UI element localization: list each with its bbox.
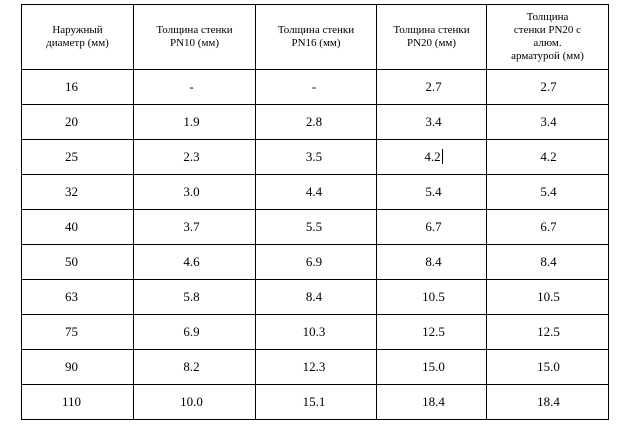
- cell-wall-pn20-aluminum[interactable]: 2.7: [486, 69, 609, 105]
- cell-wall-pn20[interactable]: 10.5: [376, 279, 487, 315]
- cell-wall-pn10[interactable]: 2.3: [133, 139, 256, 175]
- table-row: 50 4.6 6.9 8.4 8.4: [21, 244, 609, 280]
- cell-outer-diameter[interactable]: 50: [21, 244, 134, 280]
- cell-outer-diameter[interactable]: 16: [21, 69, 134, 105]
- cell-wall-pn16[interactable]: 8.4: [255, 279, 377, 315]
- cell-wall-pn20[interactable]: 18.4: [376, 384, 487, 420]
- cell-wall-pn20[interactable]: 15.0: [376, 349, 487, 385]
- pipe-wall-thickness-table: Наружный диаметр (мм) Толщина стенки PN1…: [21, 4, 609, 420]
- cell-wall-pn20-aluminum[interactable]: 5.4: [486, 174, 609, 210]
- header-wall-pn10[interactable]: Толщина стенки PN10 (мм): [133, 4, 256, 70]
- cell-wall-pn10[interactable]: 8.2: [133, 349, 256, 385]
- cell-wall-pn20-aluminum[interactable]: 8.4: [486, 244, 609, 280]
- cell-outer-diameter[interactable]: 90: [21, 349, 134, 385]
- cell-wall-pn16[interactable]: 4.4: [255, 174, 377, 210]
- cell-wall-pn10[interactable]: -: [133, 69, 256, 105]
- cell-wall-pn20[interactable]: 12.5: [376, 314, 487, 350]
- table-row: 110 10.0 15.1 18.4 18.4: [21, 384, 609, 420]
- cell-wall-pn16[interactable]: 5.5: [255, 209, 377, 245]
- cell-wall-pn10[interactable]: 3.7: [133, 209, 256, 245]
- cell-wall-pn16[interactable]: 2.8: [255, 104, 377, 140]
- cell-wall-pn16[interactable]: 15.1: [255, 384, 377, 420]
- cell-outer-diameter[interactable]: 110: [21, 384, 134, 420]
- table-row: 63 5.8 8.4 10.5 10.5: [21, 279, 609, 315]
- cell-wall-pn20-aluminum[interactable]: 12.5: [486, 314, 609, 350]
- header-wall-pn16[interactable]: Толщина стенки PN16 (мм): [255, 4, 377, 70]
- header-outer-diameter[interactable]: Наружный диаметр (мм): [21, 4, 134, 70]
- cell-wall-pn16[interactable]: 12.3: [255, 349, 377, 385]
- table-row: 20 1.9 2.8 3.4 3.4: [21, 104, 609, 140]
- cell-wall-pn20[interactable]: 4.2: [376, 139, 487, 175]
- table-row: 90 8.2 12.3 15.0 15.0: [21, 349, 609, 385]
- cell-wall-pn20[interactable]: 6.7: [376, 209, 487, 245]
- cell-wall-pn10[interactable]: 5.8: [133, 279, 256, 315]
- cell-wall-pn16[interactable]: -: [255, 69, 377, 105]
- cell-outer-diameter[interactable]: 20: [21, 104, 134, 140]
- cell-wall-pn20-aluminum[interactable]: 6.7: [486, 209, 609, 245]
- table-row: 40 3.7 5.5 6.7 6.7: [21, 209, 609, 245]
- table-row: 16- -2.7 2.7: [21, 69, 609, 105]
- cell-wall-pn20-aluminum[interactable]: 3.4: [486, 104, 609, 140]
- cell-outer-diameter[interactable]: 63: [21, 279, 134, 315]
- cell-wall-pn16[interactable]: 10.3: [255, 314, 377, 350]
- cell-outer-diameter[interactable]: 25: [21, 139, 134, 175]
- table-row: 25 2.3 3.5 4.2 4.2: [21, 139, 609, 175]
- cell-wall-pn20[interactable]: 8.4: [376, 244, 487, 280]
- table-header-row: Наружный диаметр (мм) Толщина стенки PN1…: [21, 4, 609, 70]
- cell-wall-pn20-aluminum[interactable]: 10.5: [486, 279, 609, 315]
- cell-wall-pn10[interactable]: 1.9: [133, 104, 256, 140]
- cell-wall-pn20-aluminum[interactable]: 18.4: [486, 384, 609, 420]
- cell-outer-diameter[interactable]: 32: [21, 174, 134, 210]
- cell-wall-pn16[interactable]: 3.5: [255, 139, 377, 175]
- cell-wall-pn20[interactable]: 3.4: [376, 104, 487, 140]
- cell-wall-pn10[interactable]: 6.9: [133, 314, 256, 350]
- header-wall-pn20-aluminum[interactable]: Толщина стенки PN20 с алюм. арматурой (м…: [486, 4, 609, 70]
- table-header: Наружный диаметр (мм) Толщина стенки PN1…: [21, 4, 609, 70]
- table-row: 32 3.0 4.4 5.4 5.4: [21, 174, 609, 210]
- cell-wall-pn10[interactable]: 10.0: [133, 384, 256, 420]
- cell-wall-pn10[interactable]: 3.0: [133, 174, 256, 210]
- cell-wall-pn16[interactable]: 6.9: [255, 244, 377, 280]
- cell-wall-pn20[interactable]: 5.4: [376, 174, 487, 210]
- cell-outer-diameter[interactable]: 75: [21, 314, 134, 350]
- cell-wall-pn20-aluminum[interactable]: 4.2: [486, 139, 609, 175]
- cell-wall-pn20-aluminum[interactable]: 15.0: [486, 349, 609, 385]
- cell-wall-pn20[interactable]: 2.7: [376, 69, 487, 105]
- table-row: 75 6.9 10.3 12.5 12.5: [21, 314, 609, 350]
- text-cursor: [441, 149, 443, 164]
- header-wall-pn20[interactable]: Толщина стенки PN20 (мм): [376, 4, 487, 70]
- cell-outer-diameter[interactable]: 40: [21, 209, 134, 245]
- cell-wall-pn10[interactable]: 4.6: [133, 244, 256, 280]
- table-body: 16- -2.7 2.7 20 1.9 2.8 3.4 3.4 25 2.3 3.5 4.2 4.2 32…: [21, 69, 609, 420]
